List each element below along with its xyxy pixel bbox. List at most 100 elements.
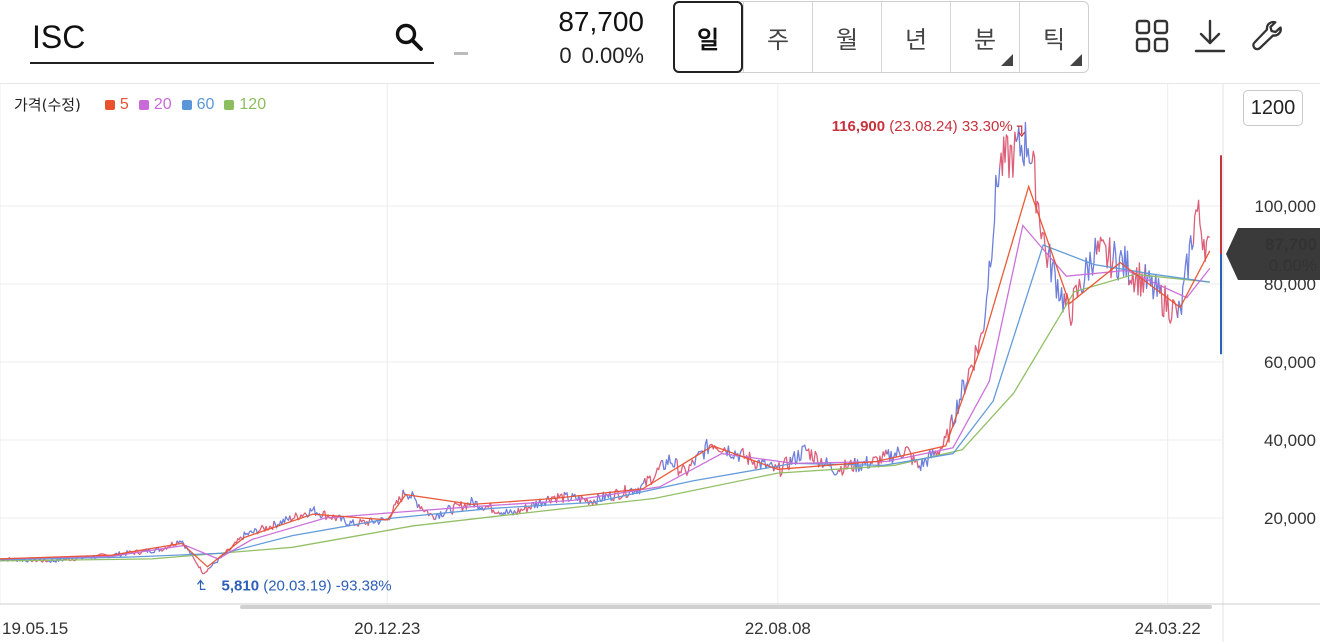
current-price-tag [1226, 227, 1320, 280]
price-chart[interactable]: 116,900 (23.08.24) 33.30% 5,810 (20.03.19… [0, 84, 1320, 642]
interval-button[interactable]: 1200 [1243, 90, 1303, 126]
x-tick-label: 24.03.22 [1135, 619, 1201, 638]
low-annotation: 5,810 (20.03.19) -93.38% [222, 577, 392, 594]
price-line-segment [1128, 262, 1146, 297]
y-tick-label: 60,000 [1264, 353, 1316, 372]
high-annotation: 116,900 (23.08.24) 33.30% [832, 118, 1013, 135]
price-line-segment [966, 329, 985, 382]
price-line-segment [1031, 150, 1050, 269]
ma5-line [0, 184, 1211, 568]
legend-label-ma5: 5 [119, 95, 129, 113]
price-line-segment [1192, 199, 1211, 262]
price-line-segment [256, 520, 275, 535]
current-pct-label: 0.00% [1269, 256, 1317, 275]
price-line-segment [741, 447, 759, 470]
grid-layout-icon[interactable] [1134, 18, 1170, 54]
legend-swatch-ma60 [181, 99, 192, 110]
period-tab-3[interactable]: 년 [881, 2, 950, 72]
legend-label-ma20: 20 [153, 95, 172, 113]
submenu-corner-icon [1070, 54, 1082, 66]
period-tab-label: 분 [973, 25, 997, 54]
price-line-segment [806, 448, 824, 468]
search-icon[interactable] [394, 22, 424, 52]
ma60-line [0, 244, 1210, 561]
legend-label-ma60: 60 [196, 95, 215, 113]
y-tick-label: 20,000 [1264, 509, 1316, 528]
price-line-segment [386, 489, 404, 521]
legend-item-ma5[interactable]: 5 [104, 95, 129, 114]
period-tab-2[interactable]: 월 [812, 2, 881, 72]
high-price: 116,900 [832, 118, 885, 135]
low-detail: (20.03.19) -93.38% [259, 577, 392, 594]
x-tick-label: 20.12.23 [354, 619, 420, 638]
price-line-segment [1176, 235, 1195, 318]
low-arrow-icon [197, 579, 206, 590]
chart-scrollbar[interactable] [240, 605, 1212, 609]
price-line-segment [547, 492, 566, 504]
change-amount: 0 [559, 43, 572, 68]
search-input[interactable] [32, 16, 372, 58]
y-tick-label: 100,000 [1255, 197, 1316, 216]
price-line-segment [224, 536, 243, 555]
change-dash [454, 52, 468, 55]
legend-swatch-ma20 [138, 99, 149, 110]
legend-item-ma60[interactable]: 60 [181, 95, 215, 114]
price-line-segment [1144, 264, 1162, 300]
price-line-segment [1080, 237, 1098, 294]
price-line-segment [1063, 278, 1082, 327]
period-tab-5[interactable]: 틱 [1019, 2, 1088, 72]
period-tab-label: 일 [696, 25, 720, 54]
legend-swatch-ma120 [224, 99, 235, 110]
header-divider [0, 83, 1320, 84]
price-line-segment [999, 131, 1017, 179]
high-detail: (23.08.24) 33.30% [885, 118, 1013, 135]
price-line-segment [1095, 236, 1114, 279]
wrench-icon[interactable] [1250, 18, 1286, 54]
price-line-segment [402, 489, 420, 509]
x-tick-label: 22.08.08 [745, 619, 811, 638]
price-line-segment [951, 379, 969, 428]
period-tab-0[interactable]: 일 [673, 1, 743, 73]
search-box[interactable] [30, 10, 434, 64]
price-line-segment [725, 445, 743, 463]
ma20-line [0, 224, 1211, 560]
legend-label-ma120: 120 [239, 95, 267, 113]
price-line-segment [644, 460, 662, 487]
period-tab-label: 주 [766, 25, 790, 54]
x-tick-label: 19.05.15 [2, 619, 68, 638]
price-line-segment [338, 514, 355, 527]
price-line-segment [434, 504, 452, 520]
price-line-segment [515, 502, 533, 516]
series-layer [0, 121, 1211, 575]
legend-item-ma120[interactable]: 120 [224, 96, 266, 114]
period-tab-4[interactable]: 분 [950, 2, 1019, 72]
price-line-segment [418, 504, 436, 521]
annotation-layer: 116,900 (23.08.24) 33.30% 5,810 (20.03.19… [197, 118, 1222, 594]
legend-item-ma20[interactable]: 20 [138, 95, 172, 114]
price-line-segment [1015, 121, 1033, 167]
price-line-segment [854, 455, 872, 473]
price-line-segment [870, 449, 888, 468]
price-line-segment [661, 454, 678, 471]
price-change: 0 0.00% [480, 41, 644, 71]
period-tab-label: 틱 [1042, 25, 1066, 54]
period-tab-1[interactable]: 주 [743, 2, 812, 72]
download-icon[interactable] [1192, 18, 1228, 54]
quote-block: 87,700 0 0.00% [480, 6, 644, 71]
price-line-segment [822, 457, 840, 476]
legend-swatch-ma5 [104, 99, 115, 110]
submenu-corner-icon [1001, 54, 1013, 66]
price-line-segment [676, 459, 695, 476]
price-line-segment [192, 556, 210, 575]
price-line-segment [1047, 243, 1065, 313]
low-price: 5,810 [222, 577, 260, 594]
period-tab-label: 년 [904, 25, 928, 54]
price-line-segment [983, 167, 1001, 330]
change-percent: 0.00% [581, 43, 644, 68]
current-price: 87,700 [558, 6, 644, 37]
price-line-segment [789, 444, 807, 465]
chart-legend: 가격(수정) 5 20 60 120 [14, 94, 276, 115]
ma120-line [0, 273, 1210, 562]
